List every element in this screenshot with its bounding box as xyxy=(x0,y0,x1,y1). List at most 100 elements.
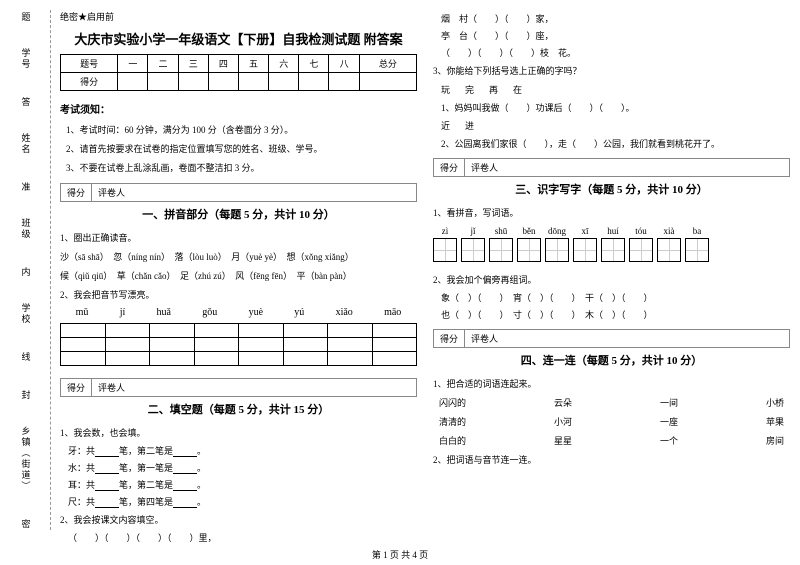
notice-item: 3、不要在试卷上乱涂乱画，卷面不整洁扣 3 分。 xyxy=(66,161,417,174)
score-header: 六 xyxy=(269,55,299,73)
notice-item: 1、考试时间：60 分钟，满分为 100 分（含卷面分 3 分）。 xyxy=(66,123,417,136)
fill-line: 象（ ）（ ） 宵（ ）（ ） 干（ ）（ ） xyxy=(441,291,790,304)
hanzi-pair: huí xyxy=(601,226,625,262)
blank[interactable] xyxy=(95,447,119,457)
side-label: 内 xyxy=(21,265,30,278)
fill-line: 水：共笔，第一笔是。 xyxy=(68,461,417,474)
tian-grid[interactable] xyxy=(601,238,625,262)
hanzi-pair: dōng xyxy=(545,226,569,262)
fold-line xyxy=(50,10,51,530)
pinyin-row: mǔ jí huǎ gǒu yuè yú xiǎo māo xyxy=(60,307,417,318)
hanzi-row: zì jǐ shū běn dōng xī huí tóu xià ba xyxy=(433,226,790,262)
link-row: 清清的小河一座苹果 xyxy=(439,415,784,428)
tian-grid[interactable] xyxy=(433,238,457,262)
score-row-label: 得分 xyxy=(61,73,118,91)
score-cell[interactable] xyxy=(148,73,178,91)
exam-title: 大庆市实验小学一年级语文【下册】自我检测试题 附答案 xyxy=(60,29,417,48)
side-label: 姓名 xyxy=(20,133,33,155)
score-header: 八 xyxy=(329,55,359,73)
score-cell[interactable] xyxy=(118,73,148,91)
section-title: 一、拼音部分（每题 5 分，共计 10 分） xyxy=(60,206,417,222)
grader-label: 评卷人 xyxy=(92,379,131,396)
score-header: 七 xyxy=(299,55,329,73)
tian-grid[interactable] xyxy=(545,238,569,262)
hanzi-pair: xī xyxy=(573,226,597,262)
writing-grid[interactable] xyxy=(60,323,417,366)
score-header: 五 xyxy=(238,55,268,73)
grader-label: 评卷人 xyxy=(465,159,504,176)
question: 1、看拼音，写词语。 xyxy=(433,206,790,219)
score-header: 题号 xyxy=(61,55,118,73)
question: 2、把词语与音节连一连。 xyxy=(433,453,790,466)
score-cell[interactable] xyxy=(238,73,268,91)
pinyin: yuè xyxy=(249,307,263,318)
hanzi-pair: jǐ xyxy=(461,226,485,262)
pinyin: mǔ xyxy=(76,307,89,318)
side-label: 学号 xyxy=(20,48,33,70)
section-title: 二、填空题（每题 5 分，共计 15 分） xyxy=(60,401,417,417)
score-box: 得分 评卷人 xyxy=(60,378,417,397)
blank[interactable] xyxy=(95,464,119,474)
score-label: 得分 xyxy=(434,159,465,176)
question: 1、圈出正确读音。 xyxy=(60,231,417,244)
side-label: 密 xyxy=(21,517,30,530)
tian-grid[interactable] xyxy=(517,238,541,262)
blank[interactable] xyxy=(173,464,197,474)
question: 2、我会加个偏旁再组词。 xyxy=(433,273,790,286)
hanzi-pair: tóu xyxy=(629,226,653,262)
blank[interactable] xyxy=(173,498,197,508)
pinyin: yú xyxy=(294,307,304,318)
score-cell[interactable] xyxy=(329,73,359,91)
tian-grid[interactable] xyxy=(573,238,597,262)
grader-label: 评卷人 xyxy=(92,184,131,201)
notice-heading: 考试须知： xyxy=(60,101,417,116)
blank[interactable] xyxy=(173,447,197,457)
section-title: 三、识字写字（每题 5 分，共计 10 分） xyxy=(433,181,790,197)
score-header: 三 xyxy=(178,55,208,73)
link-row: 白白的星星一个房间 xyxy=(439,434,784,447)
hanzi-pair: shū xyxy=(489,226,513,262)
side-label: 学校 xyxy=(20,303,33,325)
secret-label: 绝密★启用前 xyxy=(60,10,417,23)
fill-line: 耳：共笔，第二笔是。 xyxy=(68,478,417,491)
tian-grid[interactable] xyxy=(629,238,653,262)
tian-grid[interactable] xyxy=(657,238,681,262)
fill-line: 亭 台（ ）（ ）座， xyxy=(441,29,790,42)
question: 3、你能给下列括号选上正确的字吗？ xyxy=(433,64,790,77)
side-label: 准 xyxy=(21,180,30,193)
side-label: 乡镇（街道） xyxy=(20,426,33,492)
blank[interactable] xyxy=(173,481,197,491)
tian-grid[interactable] xyxy=(489,238,513,262)
right-column: 烟 村（ ）（ ）家， 亭 台（ ）（ ）座， （ ）（ ）（ ）枝 花。 3、… xyxy=(433,10,790,546)
tian-grid[interactable] xyxy=(685,238,709,262)
score-box: 得分 评卷人 xyxy=(433,158,790,177)
blank[interactable] xyxy=(95,481,119,491)
side-label: 线 xyxy=(21,350,30,363)
score-label: 得分 xyxy=(434,330,465,347)
score-table: 题号 一 二 三 四 五 六 七 八 总分 得分 xyxy=(60,54,417,91)
word-bank: 玩 完 再 在 xyxy=(441,83,790,96)
score-header: 四 xyxy=(208,55,238,73)
hanzi-pair: zì xyxy=(433,226,457,262)
score-label: 得分 xyxy=(61,184,92,201)
score-cell[interactable] xyxy=(178,73,208,91)
pinyin-choices: 候（qiǔ qiū） 草（chǎn cǎo） 足（zhú zú） 风（fēng … xyxy=(60,269,417,282)
pinyin: māo xyxy=(384,307,401,318)
left-column: 绝密★启用前 大庆市实验小学一年级语文【下册】自我检测试题 附答案 题号 一 二… xyxy=(60,10,417,546)
tian-grid[interactable] xyxy=(461,238,485,262)
score-header: 总分 xyxy=(359,55,416,73)
fill-line: （ ）（ ）（ ）（ ）里， xyxy=(68,531,417,544)
blank[interactable] xyxy=(95,498,119,508)
binding-margin: 题 学号 答 姓名 准 班级 内 学校 线 封 乡镇（街道） 密 xyxy=(4,10,48,530)
side-label: 答 xyxy=(21,95,30,108)
pinyin: huǎ xyxy=(157,307,171,318)
score-cell[interactable] xyxy=(269,73,299,91)
side-label: 班级 xyxy=(20,218,33,240)
notice-item: 2、请首先按要求在试卷的指定位置填写您的姓名、班级、学号。 xyxy=(66,142,417,155)
score-cell[interactable] xyxy=(359,73,416,91)
page-footer: 第 1 页 共 4 页 xyxy=(0,548,800,561)
question: 1、我会数，也会填。 xyxy=(60,426,417,439)
side-label: 封 xyxy=(21,388,30,401)
score-cell[interactable] xyxy=(208,73,238,91)
score-cell[interactable] xyxy=(299,73,329,91)
